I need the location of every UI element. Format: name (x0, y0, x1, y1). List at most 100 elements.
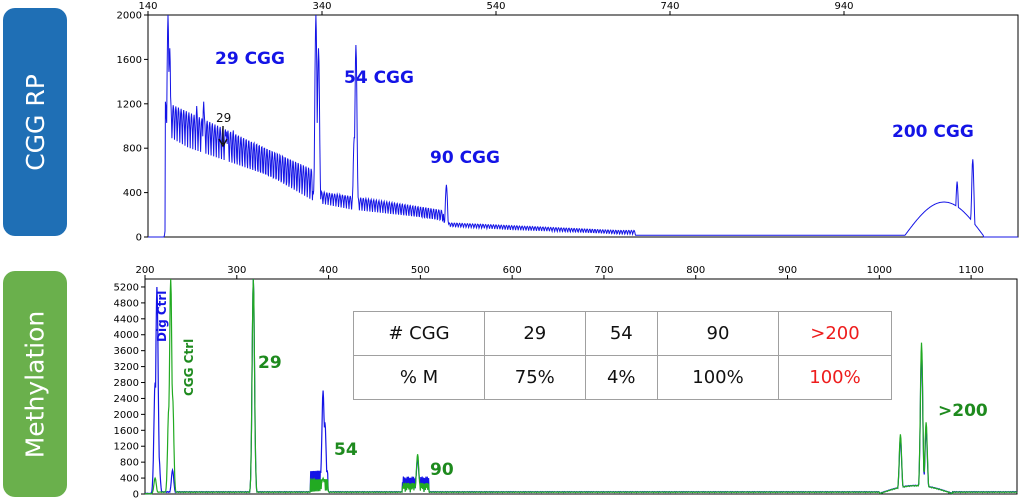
peak-point (232, 130, 234, 132)
x-tick-label: 140 (138, 1, 157, 12)
y-tick-label: 2000 (114, 410, 139, 421)
label-29-arrow-text: 29 (216, 111, 231, 125)
blue-peak-point (921, 350, 923, 352)
x-tick-label: 300 (227, 265, 246, 276)
peak-point (972, 159, 974, 161)
x-tick-label: 200 (135, 265, 154, 276)
green-peak-point (172, 394, 174, 396)
peak-point (315, 14, 317, 16)
top-x-axis: 140 340 540 740 940 (138, 1, 854, 15)
cgg-rp-panel-label: CGG RP (3, 8, 67, 236)
label-54-cgg: 54 CGG (344, 68, 414, 88)
y-tick-label: 2800 (114, 378, 139, 389)
y-tick-label: 1200 (114, 442, 139, 453)
peak-point (318, 48, 320, 50)
y-tick-label: 3200 (114, 362, 139, 373)
green-peak-point (168, 406, 170, 408)
blue-peak-point (154, 382, 156, 384)
green-peak-point (253, 278, 255, 280)
y-tick-label: 400 (120, 474, 139, 485)
green-peak-point (925, 422, 927, 424)
y-tick-label: 5200 (114, 282, 139, 293)
table-cell: 75% (484, 355, 586, 400)
table-cell: 29 (484, 311, 586, 356)
x-tick-label: 1000 (867, 265, 892, 276)
bottom-x-axis: 200 300 400 500 600 700 800 900 1000 1100 (135, 265, 984, 279)
x-tick-label: 900 (778, 265, 797, 276)
table-cell: >200 (778, 311, 892, 356)
y-tick-label: 0 (133, 490, 139, 501)
table-cell: 100% (778, 355, 892, 400)
x-tick-label: 500 (411, 265, 430, 276)
y-tick-label: 4000 (114, 330, 139, 341)
table-row: % M 75% 4% 100% 100% (353, 355, 892, 400)
y-tick-label: 1200 (117, 99, 142, 110)
blue-peak-point (900, 437, 902, 439)
label-90: 90 (430, 460, 454, 480)
peak-point (355, 44, 357, 46)
y-tick-label: 1600 (117, 55, 142, 66)
green-peak-point (921, 342, 923, 344)
x-tick-label: 1100 (958, 265, 983, 276)
top-trace-line (148, 14, 1018, 238)
x-tick-label: 540 (486, 1, 505, 12)
x-tick-label: 400 (319, 265, 338, 276)
label-cgg-ctrl: CGG Ctrl (182, 339, 196, 396)
green-peak-point (417, 453, 419, 455)
y-tick-label: 0 (136, 233, 142, 244)
top-y-axis: 0 400 800 1200 1600 2000 (117, 11, 148, 244)
table-cell: 54 (584, 311, 659, 356)
x-tick-label: 800 (686, 265, 705, 276)
y-tick-label: 3600 (114, 346, 139, 357)
blue-peak-point (925, 429, 927, 431)
green-peak-point (154, 477, 156, 479)
label-29: 29 (258, 353, 282, 373)
table-row: # CGG 29 54 90 >200 (353, 311, 892, 356)
blue-peak-point (324, 422, 326, 424)
methylation-panel-label: Methylation (3, 271, 67, 497)
x-tick-label: 600 (503, 265, 522, 276)
peak-point (929, 211, 931, 213)
blue-peak-point (172, 469, 174, 471)
label-90-cgg: 90 CGG (430, 148, 500, 168)
peak-point (203, 101, 205, 103)
peak-point (196, 105, 198, 107)
peak-point (956, 181, 958, 183)
blue-peak-point (156, 286, 158, 288)
y-tick-label: 400 (123, 188, 142, 199)
x-tick-label: 340 (312, 1, 331, 12)
label-over-200: >200 (938, 401, 988, 421)
top-chart: 140 340 540 740 940 0 400 800 1200 1600 2000 29 C… (117, 1, 1019, 244)
y-tick-label: 2400 (114, 394, 139, 405)
label-dig-ctrl: Dig Ctrl (155, 291, 169, 342)
peak-point (169, 48, 171, 50)
x-tick-label: 700 (594, 265, 613, 276)
table-row-label: # CGG (353, 311, 485, 356)
green-trace-line (144, 278, 1018, 495)
y-tick-label: 1600 (114, 426, 139, 437)
methylation-table: # CGG 29 54 90 >200 % M 75% 4% 100% 100% (353, 311, 892, 400)
arrow-down-icon (218, 126, 228, 148)
top-plot-area (147, 14, 1019, 238)
table-cell: 90 (657, 311, 779, 356)
peak-point (446, 184, 448, 186)
green-peak-point (322, 477, 324, 479)
y-tick-label: 800 (120, 458, 139, 469)
green-peak-point (900, 433, 902, 435)
table-row-label: % M (353, 355, 485, 400)
y-tick-label: 2000 (117, 11, 142, 22)
y-tick-label: 4800 (114, 298, 139, 309)
bottom-y-axis: 0 400 800 1200 1600 2000 2400 2800 3200 3600 4000 4… (114, 282, 145, 501)
blue-peak-point (417, 457, 419, 459)
label-29-cgg: 29 CGG (215, 49, 285, 69)
blue-peak-point (322, 390, 324, 392)
peak-point (167, 14, 169, 16)
y-tick-label: 800 (123, 144, 142, 155)
table-cell: 4% (584, 355, 659, 400)
y-tick-label: 4400 (114, 314, 139, 325)
peak-point (353, 136, 355, 138)
green-peak-point (170, 278, 172, 280)
peak-point (226, 131, 228, 133)
x-tick-label: 940 (834, 1, 853, 12)
